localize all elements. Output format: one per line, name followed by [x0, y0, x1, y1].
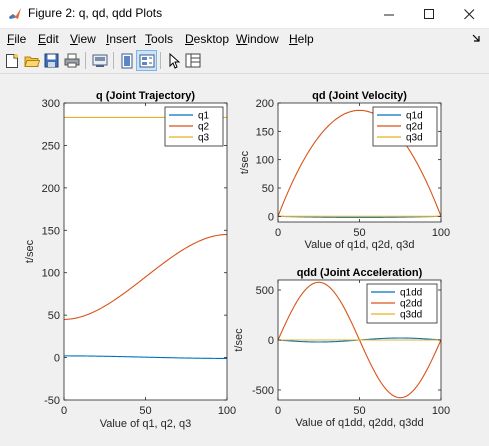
new-figure-icon [5, 53, 18, 68]
y-tick-label: 50 [48, 310, 60, 322]
legend-label: q3d [406, 133, 423, 144]
matlab-logo-icon [9, 8, 21, 19]
y-tick-label: 0 [268, 335, 274, 347]
menu-desktop[interactable]: Desktop [185, 32, 230, 46]
close-button[interactable] [449, 0, 489, 28]
menu-window[interactable]: Window [236, 32, 279, 46]
toolbar-separator [160, 52, 161, 69]
maximize-icon [423, 8, 434, 19]
series-line-q2 [63, 233, 228, 320]
legend-label: q1dd [400, 288, 422, 299]
menu-file[interactable]: File [7, 32, 27, 46]
x-tick-label: 0 [61, 405, 67, 417]
legend-label: q2d [406, 122, 423, 133]
toolbar-separator [113, 52, 114, 69]
x-tick-label: 50 [353, 405, 365, 417]
y-tick-label: 0 [268, 211, 274, 223]
menu-insert[interactable]: Insert [106, 32, 137, 46]
menu-help[interactable]: Help [289, 32, 314, 46]
menu-edit[interactable]: Edit [38, 32, 59, 46]
x-tick-label: 100 [432, 405, 450, 417]
minimize-icon [383, 14, 394, 15]
legend-label: q3 [198, 133, 210, 144]
x-tick-label: 50 [139, 405, 151, 417]
open-file-button[interactable] [22, 51, 41, 70]
y-tick-label: 500 [256, 285, 274, 297]
title-bar: Figure 2: q, qd, qdd Plots [0, 0, 489, 29]
chart-title: qdd (Joint Acceleration) [297, 267, 423, 279]
x-tick-label: 50 [353, 227, 365, 239]
y-tick-label: 200 [42, 183, 60, 195]
edit-plot-button[interactable] [164, 51, 183, 70]
series-line-q1d [277, 215, 442, 218]
print-icon [64, 53, 79, 68]
x-tick-label: 0 [275, 227, 281, 239]
x-tick-label: 100 [218, 405, 236, 417]
hide-plot-tools-icon [121, 53, 132, 68]
y-tick-label: 250 [42, 140, 60, 152]
menu-view[interactable]: View [70, 32, 96, 46]
x-axis-label: Value of q1dd, q2dd, q3dd [295, 417, 423, 429]
x-tick-label: 0 [275, 405, 281, 417]
y-tick-label: 50 [262, 183, 274, 195]
legend-label: q2 [198, 122, 210, 133]
open-file-icon [23, 56, 40, 67]
window-title: Figure 2: q, qd, qdd Plots [28, 6, 163, 20]
link-plot-button[interactable] [90, 51, 109, 70]
toolbar-separator [85, 52, 86, 69]
x-axis-label: Value of q1d, q2d, q3d [305, 239, 415, 251]
y-tick-label: 150 [42, 225, 60, 237]
legend-label: q2dd [400, 299, 422, 310]
show-plot-tools-icon [139, 54, 154, 67]
menu-tools[interactable]: Tools [145, 32, 174, 46]
y-tick-label: 0 [54, 353, 60, 365]
close-icon [463, 8, 474, 19]
save-button[interactable] [42, 51, 61, 70]
y-tick-label: -500 [252, 385, 274, 397]
y-tick-label: 100 [256, 155, 274, 167]
legend-label: q3dd [400, 310, 422, 321]
save-icon [44, 53, 59, 68]
y-tick-label: 150 [256, 126, 274, 138]
series-line-q1 [64, 355, 227, 359]
print-button[interactable] [62, 51, 81, 70]
y-axis-label: t/sec [24, 239, 36, 263]
open-property-inspector-icon [185, 53, 200, 68]
y-tick-label: 300 [42, 98, 60, 110]
y-tick-label: 200 [256, 98, 274, 110]
series-line-q2d [277, 109, 442, 217]
y-axis-label: t/sec [233, 328, 245, 352]
figure-canvas: -50 0 50 100 150 200 250 300 0 50 100 q (Joint Traj… [0, 74, 489, 441]
hide-plot-tools-button[interactable] [117, 51, 136, 70]
legend-label: q1d [406, 111, 423, 122]
dock-arrow-icon[interactable] [471, 33, 481, 43]
legend-label: q1 [198, 111, 210, 122]
subplot-qd: 0 50 100 150 200 0 50 100 qd (Joint Velocity) Val… [239, 90, 450, 251]
maximize-button[interactable] [409, 0, 449, 28]
link-plot-icon [92, 54, 107, 67]
menu-bar: File Edit View Insert Tools Desktop Wind… [0, 29, 489, 49]
figure-toolbar [0, 49, 489, 74]
chart-title: q (Joint Trajectory) [96, 90, 195, 102]
y-axis-label: t/sec [239, 150, 251, 174]
edit-plot-icon [169, 52, 180, 69]
new-figure-button[interactable] [2, 51, 21, 70]
chart-title: qd (Joint Velocity) [312, 90, 407, 102]
x-axis-label: Value of q1, q2, q3 [100, 418, 192, 430]
show-plot-tools-button[interactable] [136, 50, 157, 71]
x-tick-label: 100 [432, 227, 450, 239]
y-tick-label: 100 [42, 268, 60, 280]
open-property-inspector-button[interactable] [183, 51, 202, 70]
axes-background [64, 103, 227, 400]
y-tick-label: -50 [44, 395, 60, 407]
minimize-button[interactable] [369, 0, 409, 28]
